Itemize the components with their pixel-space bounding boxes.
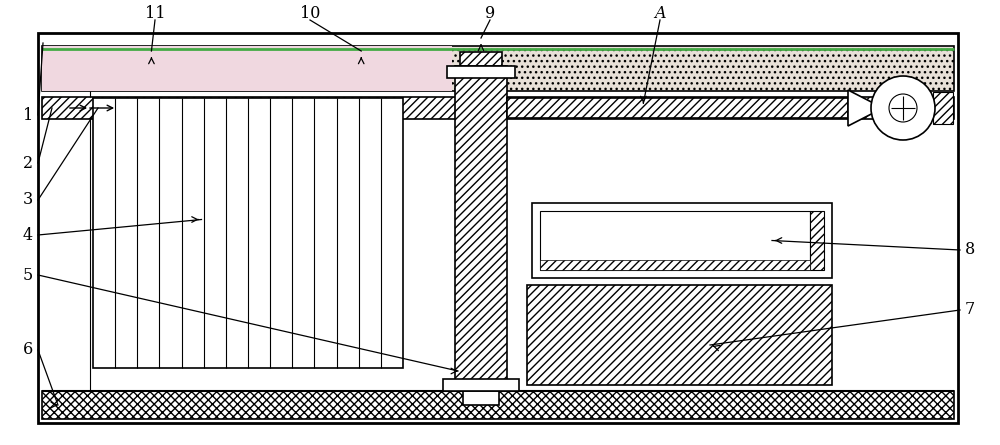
Text: 9: 9: [485, 4, 495, 21]
Bar: [532, 203, 832, 278]
Bar: [933, 92, 953, 124]
Bar: [443, 379, 519, 391]
Text: A: A: [654, 4, 666, 21]
Bar: [42, 46, 954, 91]
Text: 1: 1: [23, 106, 33, 124]
Bar: [447, 66, 515, 78]
Bar: [42, 46, 452, 91]
Bar: [507, 98, 848, 118]
Bar: [42, 97, 954, 119]
Bar: [527, 285, 832, 385]
Text: 2: 2: [23, 154, 33, 171]
Text: 3: 3: [23, 191, 33, 209]
Text: 11: 11: [145, 4, 165, 21]
Text: 7: 7: [965, 302, 975, 319]
Text: 4: 4: [23, 227, 33, 243]
Circle shape: [889, 94, 917, 122]
Text: 8: 8: [965, 242, 975, 259]
Bar: [455, 66, 507, 391]
Bar: [93, 98, 403, 368]
Bar: [540, 260, 810, 270]
Polygon shape: [848, 90, 883, 126]
Bar: [540, 211, 810, 270]
Text: 5: 5: [23, 267, 33, 283]
Bar: [463, 391, 499, 405]
Text: 6: 6: [23, 341, 33, 359]
Text: 10: 10: [300, 4, 320, 21]
Bar: [42, 391, 954, 419]
Circle shape: [871, 76, 935, 140]
Bar: [810, 211, 824, 270]
Bar: [38, 33, 958, 423]
Bar: [460, 52, 502, 66]
